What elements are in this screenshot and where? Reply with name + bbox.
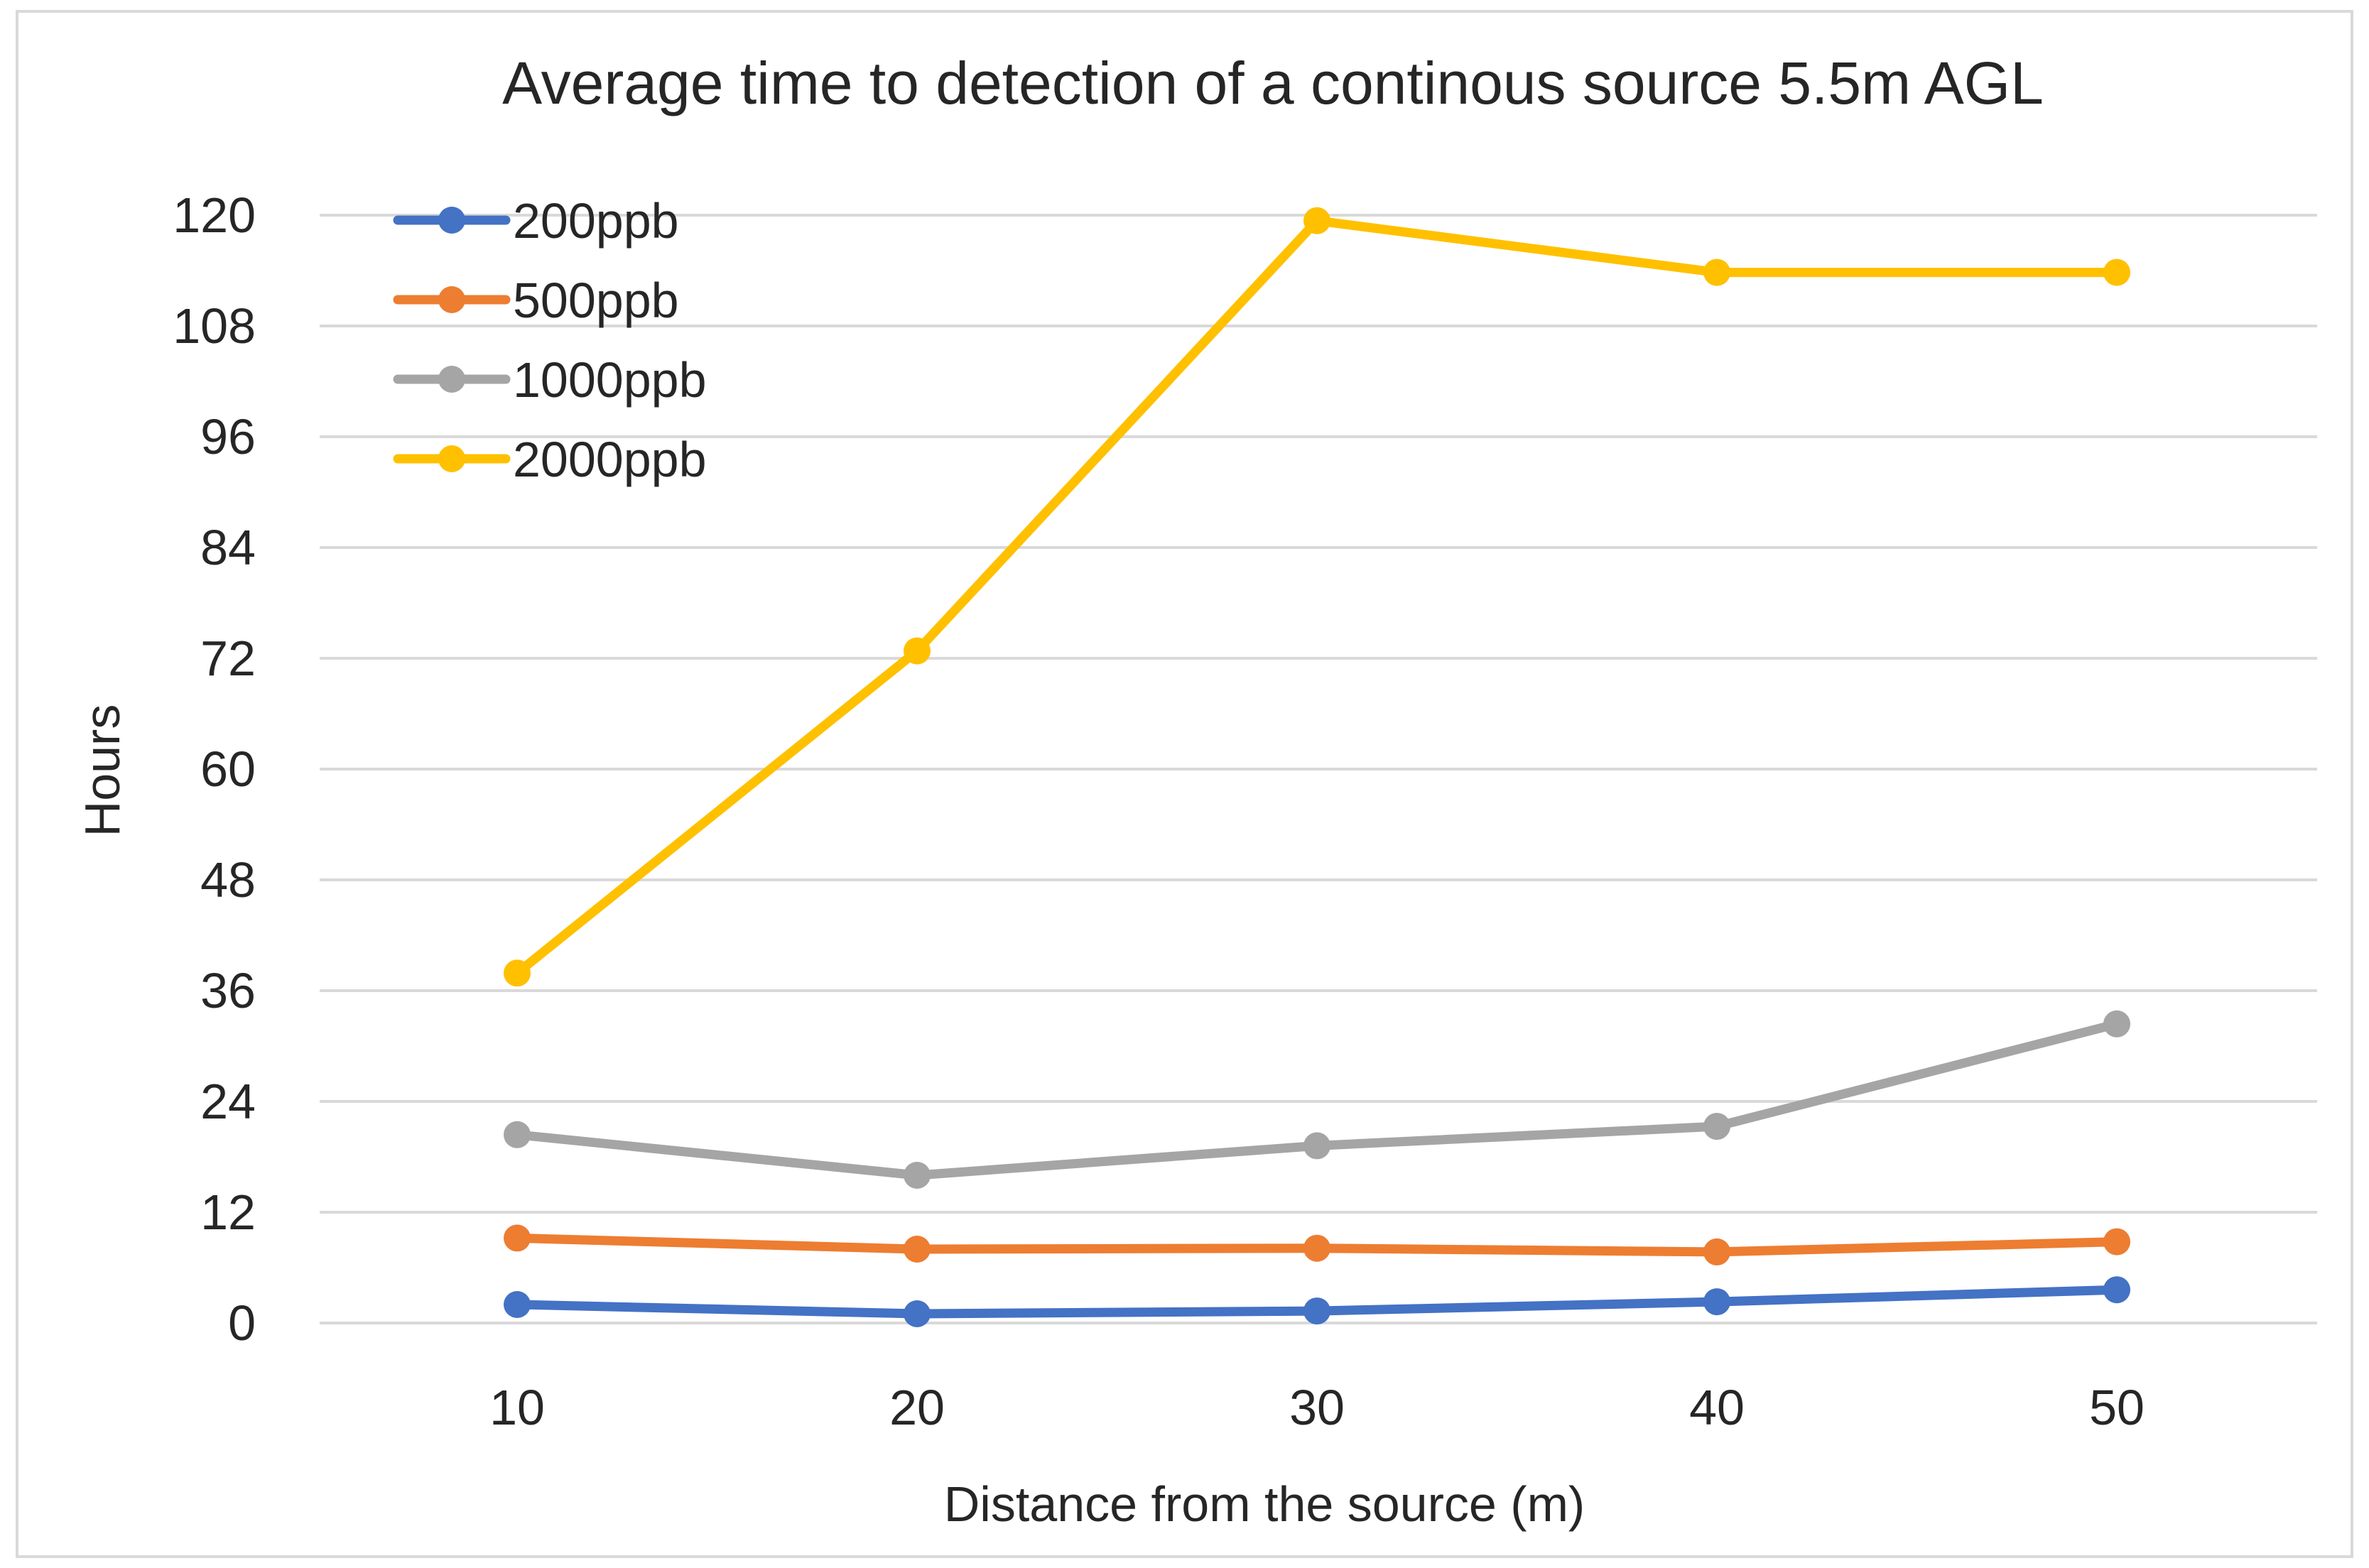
- legend-label-2000ppb: 2000ppb: [513, 432, 707, 487]
- y-axis-ticks: 0 12 24 36 48 60 72 84 96 108 120: [173, 187, 256, 1351]
- legend[interactable]: 200ppb 500ppb 1000ppb 2000ppb: [393, 193, 707, 487]
- legend-label-1000ppb: 1000ppb: [513, 352, 707, 408]
- data-point-200ppb-10: [504, 1291, 531, 1318]
- data-point-500ppb-20: [904, 1236, 931, 1263]
- legend-marker-200ppb: [438, 207, 465, 234]
- y-tick-label-24: 24: [200, 1074, 256, 1129]
- data-point-200ppb-20: [904, 1300, 931, 1327]
- y-tick-label-120: 120: [173, 187, 256, 243]
- legend-marker-2000ppb: [438, 445, 465, 472]
- series-1000ppb: [504, 1010, 2130, 1189]
- legend-item-500ppb[interactable]: 500ppb: [393, 273, 679, 328]
- y-axis-label: Hours: [75, 704, 130, 837]
- data-point-1000ppb-40: [1703, 1113, 1730, 1140]
- y-tick-label-84: 84: [200, 520, 256, 575]
- gridlines: [320, 214, 2317, 1324]
- data-point-2000ppb-30: [1303, 207, 1330, 234]
- x-axis-ticks: 10 20 30 40 50: [489, 1380, 2145, 1435]
- series-lines: [504, 207, 2130, 1327]
- series-500ppb: [504, 1224, 2130, 1265]
- data-point-2000ppb-10: [504, 959, 531, 987]
- y-tick-label-108: 108: [173, 298, 256, 354]
- data-point-500ppb-30: [1303, 1234, 1330, 1262]
- legend-item-1000ppb[interactable]: 1000ppb: [393, 352, 707, 408]
- data-point-2000ppb-50: [2103, 258, 2130, 286]
- data-point-2000ppb-20: [904, 637, 931, 665]
- series-200ppb: [504, 1276, 2130, 1327]
- x-tick-label-50: 50: [2089, 1380, 2145, 1435]
- data-point-200ppb-40: [1703, 1288, 1730, 1316]
- x-tick-label-10: 10: [489, 1380, 545, 1435]
- data-point-1000ppb-30: [1303, 1132, 1330, 1160]
- data-point-1000ppb-20: [904, 1162, 931, 1189]
- data-point-500ppb-40: [1703, 1238, 1730, 1265]
- data-point-200ppb-30: [1303, 1297, 1330, 1325]
- y-tick-label-12: 12: [200, 1185, 256, 1240]
- legend-label-200ppb: 200ppb: [513, 193, 679, 249]
- data-point-200ppb-50: [2103, 1276, 2130, 1304]
- legend-item-2000ppb[interactable]: 2000ppb: [393, 432, 707, 487]
- data-point-2000ppb-40: [1703, 258, 1730, 286]
- chart-title: Average time to detection of a continous…: [502, 50, 2044, 116]
- y-tick-label-72: 72: [200, 631, 256, 686]
- legend-marker-500ppb: [438, 286, 465, 313]
- y-tick-label-96: 96: [200, 409, 256, 464]
- data-point-1000ppb-50: [2103, 1010, 2130, 1038]
- x-tick-label-20: 20: [889, 1380, 945, 1435]
- y-tick-label-36: 36: [200, 963, 256, 1018]
- x-axis-label: Distance from the source (m): [944, 1476, 1585, 1532]
- y-tick-label-60: 60: [200, 741, 256, 797]
- legend-item-200ppb[interactable]: 200ppb: [393, 193, 679, 249]
- y-tick-label-48: 48: [200, 852, 256, 908]
- data-point-500ppb-50: [2103, 1228, 2130, 1256]
- y-tick-label-0: 0: [228, 1295, 256, 1351]
- data-point-500ppb-10: [504, 1224, 531, 1252]
- series-line-2000ppb: [512, 216, 2122, 978]
- x-tick-label-40: 40: [1689, 1380, 1745, 1435]
- data-point-1000ppb-10: [504, 1121, 531, 1148]
- x-tick-label-30: 30: [1289, 1380, 1345, 1435]
- legend-marker-1000ppb: [438, 366, 465, 393]
- legend-label-500ppb: 500ppb: [513, 273, 679, 328]
- series-2000ppb: [504, 207, 2130, 987]
